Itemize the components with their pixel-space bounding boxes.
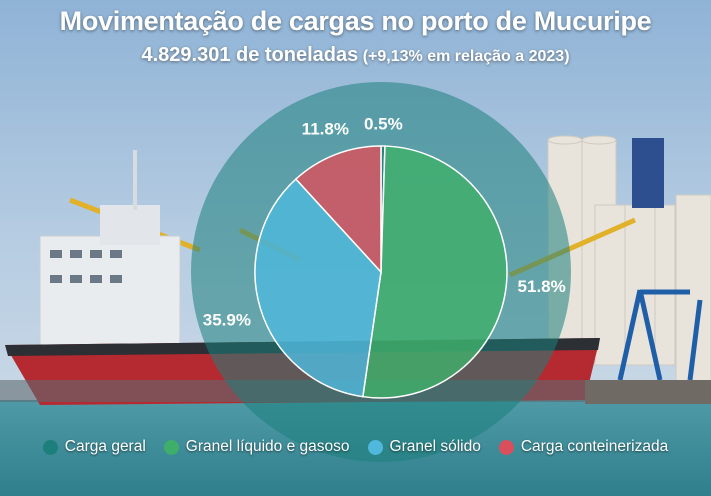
- slice-label-carga-conteinerizada: 11.8%: [302, 120, 349, 139]
- legend-item-carga-geral: Carga geral: [42, 438, 146, 456]
- legend-swatch: [42, 439, 58, 455]
- legend-label: Granel sólido: [389, 438, 481, 455]
- legend-swatch: [163, 439, 179, 455]
- legend-swatch: [367, 439, 383, 455]
- total-tonnage: 4.829.301 de toneladas: [141, 44, 359, 66]
- legend-swatch: [498, 439, 514, 455]
- slice-label-granel-liquido-e-gasoso: 51.8%: [518, 277, 566, 296]
- legend-label: Carga geral: [64, 438, 146, 455]
- pie-slice-carga-conteinerizada: [294, 145, 382, 274]
- pie-slice-granel-liquido-e-gasoso: [362, 145, 508, 399]
- chart-legend: Carga geral Granel líquido e gasoso Gran…: [0, 438, 711, 456]
- legend-item-granel-solido: Granel sólido: [367, 438, 481, 456]
- chart-title: Movimentação de cargas no porto de Mucur…: [59, 6, 652, 36]
- growth-note: (+9,13% em relação a 2023): [362, 48, 570, 65]
- legend-item-granel-liquido: Granel líquido e gasoso: [163, 438, 350, 456]
- legend-label: Carga conteinerizada: [520, 438, 669, 455]
- legend-label: Granel líquido e gasoso: [185, 438, 350, 455]
- pie-slice-granel-solido: [254, 178, 382, 398]
- slice-label-granel-solido: 35.9%: [203, 310, 251, 329]
- chart-subtitle: 4.829.301 de toneladas (+9,13% em relaçã…: [0, 44, 711, 67]
- legend-item-carga-conteinerizada: Carga conteinerizada: [498, 438, 669, 456]
- slice-label-carga-geral: 0.5%: [364, 114, 403, 133]
